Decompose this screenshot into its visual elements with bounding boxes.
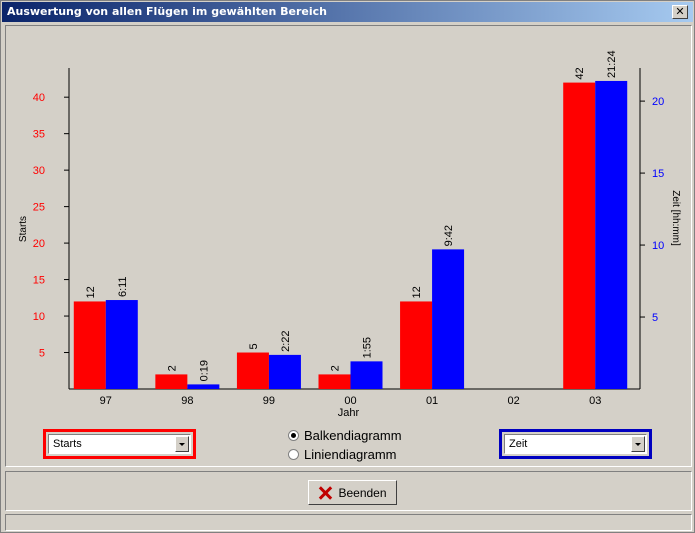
radio-line-chart[interactable]: Liniendiagramm xyxy=(288,445,397,463)
left-axis-title: Starts xyxy=(18,216,29,242)
bar-data-label: 2 xyxy=(330,365,342,371)
bar-starts xyxy=(318,374,351,389)
bar-data-label: 21:24 xyxy=(606,50,618,78)
bar-data-label: 12 xyxy=(411,286,423,298)
bar-data-label: 6:11 xyxy=(117,276,129,297)
x-axis-tick-label: 02 xyxy=(508,395,520,407)
left-axis-tick-label: 40 xyxy=(33,92,45,104)
right-series-select[interactable]: Zeit xyxy=(504,434,647,454)
radio-label-line: Liniendiagramm xyxy=(304,446,397,462)
bar-data-label: 12 xyxy=(85,286,97,298)
close-icon xyxy=(318,486,332,500)
radio-label-bar: Balkendiagramm xyxy=(304,427,402,443)
bar-data-label: 2:22 xyxy=(280,330,292,351)
chevron-down-icon[interactable] xyxy=(175,436,189,452)
bar-data-label: 0:19 xyxy=(198,360,210,381)
button-panel: Beenden xyxy=(5,471,692,511)
bar-data-label: 42 xyxy=(574,67,586,79)
x-axis-tick-label: 03 xyxy=(589,395,601,407)
left-combo-frame: Starts xyxy=(43,429,196,459)
left-series-select[interactable]: Starts xyxy=(48,434,191,454)
left-series-value: Starts xyxy=(53,438,82,450)
x-axis-title: Jahr xyxy=(338,407,360,419)
x-axis-tick-label: 97 xyxy=(100,395,112,407)
radio-button-checked[interactable] xyxy=(288,429,299,441)
bar-zeit xyxy=(268,354,301,389)
bar-data-label: 9:42 xyxy=(443,225,455,246)
chevron-down-icon[interactable] xyxy=(631,436,645,452)
bar-zeit xyxy=(105,300,138,389)
bar-zeit xyxy=(595,80,628,390)
bar-zeit xyxy=(432,249,465,389)
bar-data-label: 2 xyxy=(166,365,178,371)
title-bar[interactable]: Auswertung von allen Flügen im gewählten… xyxy=(2,2,693,22)
right-axis-tick-label: 20 xyxy=(652,96,664,108)
left-axis-tick-label: 20 xyxy=(33,238,45,250)
close-button[interactable]: ✕ xyxy=(672,5,688,19)
close-dialog-label: Beenden xyxy=(338,485,387,500)
left-axis-tick-label: 30 xyxy=(33,165,45,177)
bar-starts xyxy=(155,374,188,389)
bar-starts xyxy=(400,301,433,389)
right-combo-frame: Zeit xyxy=(499,429,652,459)
status-bar xyxy=(5,514,692,531)
x-axis-tick-label: 00 xyxy=(344,395,356,407)
left-axis-tick-label: 10 xyxy=(33,311,45,323)
bar-starts xyxy=(73,301,106,389)
bar-starts xyxy=(563,82,596,389)
left-axis-tick-label: 15 xyxy=(33,275,45,287)
radio-button[interactable] xyxy=(288,448,299,460)
right-axis-title: Zeit [hh:mm] xyxy=(670,190,681,246)
left-axis-tick-label: 35 xyxy=(33,129,45,141)
left-axis-tick-label: 5 xyxy=(39,348,45,360)
right-axis-tick-label: 15 xyxy=(652,168,664,180)
right-axis-tick-label: 10 xyxy=(652,240,664,252)
right-series-value: Zeit xyxy=(509,438,528,450)
x-axis-tick-label: 99 xyxy=(263,395,275,407)
bar-data-label: 1:55 xyxy=(362,337,374,358)
left-axis-tick-label: 25 xyxy=(33,202,45,214)
bar-starts xyxy=(236,352,269,389)
chart-panel: 5 10 15 20 25 30 35 40 5 10 15 20 Starts Zeit [hh:mm]… xyxy=(5,25,692,467)
bar-zeit xyxy=(187,384,220,389)
bar-data-label: 5 xyxy=(248,343,260,349)
close-dialog-button[interactable]: Beenden xyxy=(308,480,397,505)
window-title: Auswertung von allen Flügen im gewählten… xyxy=(7,5,327,18)
x-axis-tick-label: 01 xyxy=(426,395,438,407)
radio-bar-chart[interactable]: Balkendiagramm xyxy=(288,426,402,444)
right-axis-tick-label: 5 xyxy=(652,312,658,324)
bar-zeit xyxy=(350,361,383,389)
x-axis-tick-label: 98 xyxy=(181,395,193,407)
